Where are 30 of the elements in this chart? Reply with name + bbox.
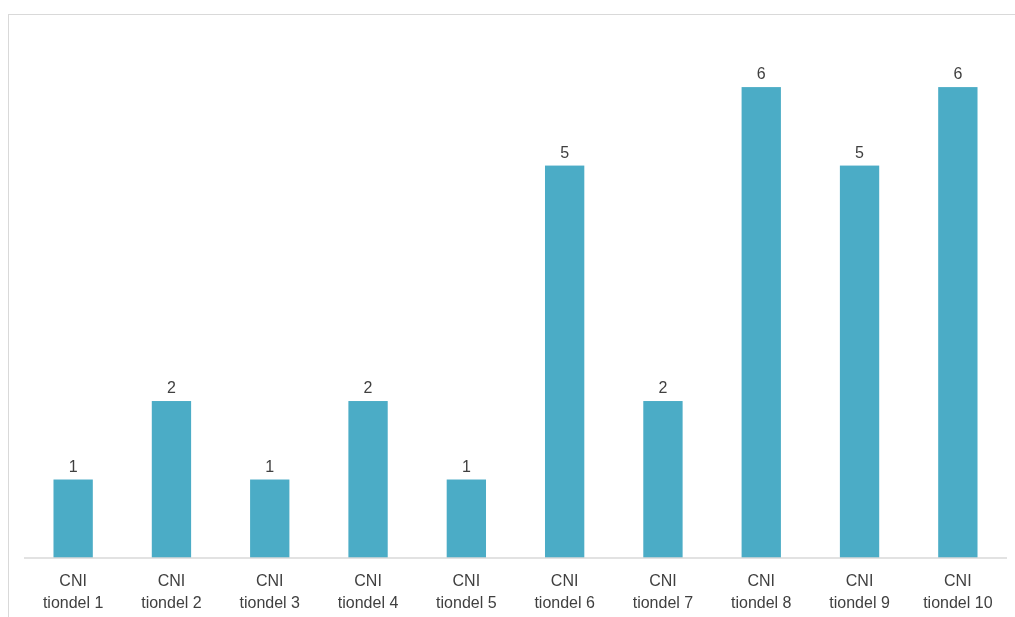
bar: [643, 401, 683, 558]
bar: [839, 165, 880, 558]
data-label: 1: [265, 457, 275, 475]
x-tick-label: CNI tiondel 9: [829, 572, 890, 611]
x-tick-label: CNI tiondel 5: [436, 572, 497, 611]
data-label: 1: [461, 457, 471, 475]
x-tick-label: CNI tiondel 10: [923, 572, 993, 611]
x-tick-label: CNI tiondel 1: [42, 572, 104, 611]
data-label: 2: [167, 379, 176, 397]
bar: [151, 401, 192, 558]
x-tick-label: CNI tiondel 8: [731, 572, 792, 611]
data-label: 6: [756, 65, 766, 83]
bar: [348, 401, 388, 558]
bar: [53, 479, 93, 558]
x-tick-label: CNI tiondel 7: [632, 572, 694, 611]
data-label: 1: [68, 457, 78, 475]
bar: [446, 479, 487, 558]
x-tick-label: CNI tiondel 6: [534, 572, 595, 611]
data-label: 6: [953, 65, 963, 83]
x-tick-label: CNI tiondel 2: [141, 572, 202, 611]
bar: [544, 165, 585, 558]
x-tick-label: CNI tiondel 3: [239, 572, 301, 611]
bar: [741, 87, 781, 558]
data-label: 5: [560, 143, 570, 161]
bar: [938, 87, 978, 558]
data-label: 5: [855, 143, 865, 161]
data-label: 2: [363, 379, 373, 397]
x-tick-label: CNI tiondel 4: [337, 572, 399, 611]
data-label: 2: [658, 379, 668, 397]
bar: [250, 479, 290, 558]
